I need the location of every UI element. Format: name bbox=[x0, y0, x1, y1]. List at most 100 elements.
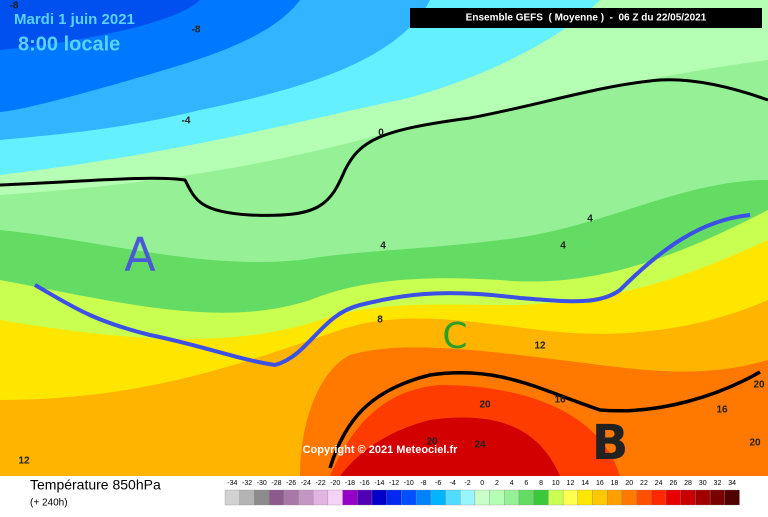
legend-label: 2 bbox=[495, 480, 499, 487]
date: Mardi 1 juin 2021 bbox=[14, 11, 135, 28]
legend-swatch bbox=[621, 489, 637, 506]
legend-label: -24 bbox=[301, 480, 311, 487]
map-background bbox=[0, 0, 768, 476]
time: 8:00 locale bbox=[18, 33, 120, 55]
contour-line bbox=[328, 370, 761, 469]
legend-label: 18 bbox=[611, 480, 619, 487]
contour-line bbox=[0, 78, 768, 217]
legend-swatch bbox=[665, 489, 681, 506]
legend-swatch bbox=[224, 489, 240, 506]
legend-label: -16 bbox=[360, 480, 370, 487]
legend-label: -6 bbox=[435, 480, 441, 487]
contour-label: 4 bbox=[560, 241, 566, 252]
legend-swatch bbox=[254, 489, 270, 506]
legend-swatch bbox=[445, 489, 461, 506]
legend-swatch bbox=[460, 489, 476, 506]
legend-label: -8 bbox=[420, 480, 426, 487]
contour-label: -4 bbox=[182, 116, 191, 127]
contour-label: 20 bbox=[426, 437, 438, 448]
legend-swatch bbox=[592, 489, 608, 506]
contour-label: 16 bbox=[554, 395, 566, 406]
legend-swatch bbox=[386, 489, 402, 506]
legend-label: -10 bbox=[404, 480, 414, 487]
copyright: Copyright © 2021 Meteociel.fr bbox=[303, 444, 459, 456]
legend-label: -28 bbox=[271, 480, 281, 487]
annotation: B bbox=[592, 415, 629, 471]
legend-swatch bbox=[268, 489, 284, 506]
footer-subtitle: (+ 240h) bbox=[30, 498, 68, 509]
annotation: C bbox=[442, 316, 467, 357]
legend: -34 -32 -30 -28 -26 -24 -22 -20 -18 -16 -14 -12 -10-… bbox=[224, 480, 740, 506]
legend-label: 10 bbox=[552, 480, 560, 487]
contours bbox=[0, 78, 768, 469]
legend-label: 22 bbox=[640, 480, 648, 487]
legend-swatch bbox=[680, 489, 696, 506]
footer-title: Température 850hPa bbox=[30, 477, 161, 493]
contour-label: 12 bbox=[534, 341, 546, 352]
legend-swatch bbox=[401, 489, 417, 506]
annotation: A bbox=[124, 228, 156, 282]
legend-label: 32 bbox=[714, 480, 722, 487]
legend-swatch bbox=[298, 489, 314, 506]
legend-swatch bbox=[327, 489, 343, 506]
legend-label: -4 bbox=[450, 480, 456, 487]
run-info: Ensemble GEFS ( Moyenne ) - 06 Z du 22/0… bbox=[466, 13, 707, 24]
legend-label: 0 bbox=[480, 480, 484, 487]
legend-swatch bbox=[283, 489, 299, 506]
legend-swatch bbox=[533, 489, 549, 506]
legend-label: 8 bbox=[539, 480, 543, 487]
legend-label: 26 bbox=[669, 480, 677, 487]
legend-label: 24 bbox=[655, 480, 663, 487]
contour-labels: -8 -8 -4 0 4 4 4 8 12 12 16 16 20 20 20 … bbox=[10, 1, 765, 467]
legend-label: -26 bbox=[286, 480, 296, 487]
contour-label: 8 bbox=[377, 315, 383, 326]
contour-label: 4 bbox=[380, 241, 386, 252]
legend-swatch bbox=[415, 489, 431, 506]
contour-label: 16 bbox=[716, 405, 728, 416]
legend-label: 6 bbox=[524, 480, 528, 487]
legend-label: 28 bbox=[684, 480, 692, 487]
legend-swatch bbox=[548, 489, 564, 506]
legend-swatch bbox=[371, 489, 387, 506]
legend-label: -34 bbox=[227, 480, 237, 487]
legend-swatch bbox=[577, 489, 593, 506]
legend-swatch bbox=[504, 489, 520, 506]
legend-swatch bbox=[636, 489, 652, 506]
run-box bbox=[410, 8, 762, 28]
legend-label: -12 bbox=[389, 480, 399, 487]
legend-label: 20 bbox=[625, 480, 633, 487]
legend-swatch bbox=[313, 489, 329, 506]
contour-label: -8 bbox=[10, 1, 19, 12]
legend-swatch bbox=[724, 489, 740, 506]
legend-label: 4 bbox=[510, 480, 514, 487]
legend-swatch bbox=[239, 489, 255, 506]
legend-label: -32 bbox=[242, 480, 252, 487]
legend-label: 34 bbox=[728, 480, 736, 487]
legend-swatch bbox=[518, 489, 534, 506]
legend-label: 30 bbox=[699, 480, 707, 487]
legend-swatch bbox=[489, 489, 505, 506]
legend-swatch bbox=[342, 489, 358, 506]
contour-label: 0 bbox=[378, 128, 384, 139]
legend-swatch bbox=[607, 489, 623, 506]
legend-label: -30 bbox=[257, 480, 267, 487]
legend-label: 16 bbox=[596, 480, 604, 487]
legend-swatch bbox=[651, 489, 667, 506]
legend-label: -20 bbox=[330, 480, 340, 487]
legend-swatch bbox=[430, 489, 446, 506]
legend-label: -14 bbox=[374, 480, 384, 487]
contour-label: -8 bbox=[192, 25, 201, 36]
annotation-line bbox=[34, 213, 751, 368]
contour-label: 20 bbox=[749, 438, 761, 449]
legend-label: 12 bbox=[567, 480, 575, 487]
legend-swatch bbox=[357, 489, 373, 506]
contour-label: 20 bbox=[479, 400, 491, 411]
legend-swatch bbox=[562, 489, 578, 506]
contour-label: 20 bbox=[753, 380, 765, 391]
legend-label: -2 bbox=[464, 480, 470, 487]
legend-swatch bbox=[474, 489, 490, 506]
legend-label: -18 bbox=[345, 480, 355, 487]
contour-label: 24 bbox=[474, 440, 486, 451]
